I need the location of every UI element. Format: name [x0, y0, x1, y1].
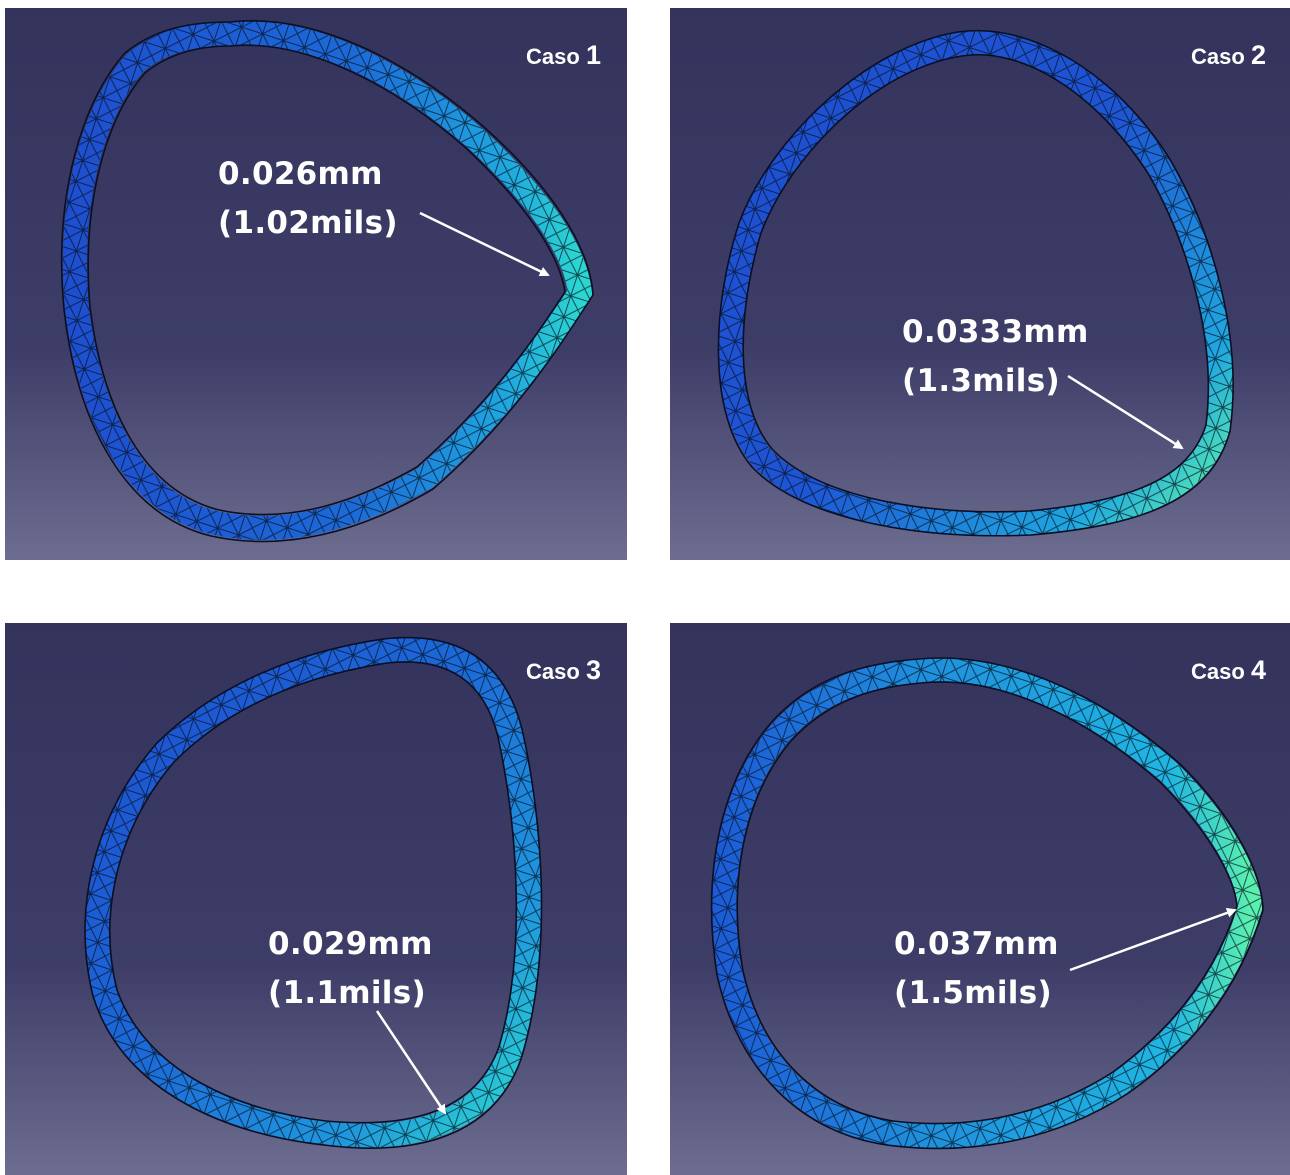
inner-edge — [87, 44, 566, 516]
case-label: Caso 4 — [1191, 655, 1266, 685]
value-mils: (1.1mils) — [268, 975, 426, 1011]
panel-case-4: Caso 4 0.037mm (1.5mils) — [670, 623, 1290, 1175]
inner-edge — [736, 681, 1238, 1125]
panel-case-1: Caso 1 0.026mm (1.02mils) — [5, 8, 627, 560]
max-deformation-label: 0.037mm (1.5mils) — [894, 920, 1059, 1018]
value-mm: 0.026mm — [218, 156, 383, 192]
value-mm: 0.037mm — [894, 926, 1059, 962]
panel-case-3: Caso 3 0.029mm (1.1mils) — [5, 623, 627, 1175]
mesh-elements — [718, 30, 1233, 536]
mesh-elements — [85, 637, 541, 1148]
case-label: Caso 2 — [1191, 40, 1266, 70]
value-mils: (1.3mils) — [902, 363, 1060, 399]
outer-edge — [717, 29, 1234, 537]
value-mils: (1.5mils) — [894, 975, 1052, 1011]
annotation-arrow — [1069, 908, 1237, 972]
annotation-arrow — [375, 1010, 447, 1115]
outer-edge — [84, 636, 543, 1149]
mesh-plot-case-3 — [5, 623, 627, 1175]
max-deformation-label: 0.0333mm (1.3mils) — [902, 308, 1089, 406]
panel-case-2: Caso 2 0.0333mm (1.3mils) — [670, 8, 1290, 560]
annotation-arrow — [419, 211, 550, 277]
mesh-elements — [712, 658, 1263, 1148]
inner-edge — [109, 661, 518, 1124]
value-mm: 0.029mm — [268, 926, 433, 962]
mesh-elements — [63, 21, 593, 540]
outer-edge — [60, 20, 594, 543]
outer-edge — [710, 657, 1264, 1150]
max-deformation-label: 0.026mm (1.02mils) — [218, 150, 398, 248]
case-label: Caso 3 — [526, 655, 601, 685]
max-deformation-label: 0.029mm (1.1mils) — [268, 920, 433, 1018]
inner-edge — [742, 54, 1210, 513]
case-label: Caso 1 — [526, 40, 601, 70]
annotation-arrow — [1067, 374, 1184, 450]
value-mm: 0.0333mm — [902, 314, 1089, 350]
mesh-plot-case-4 — [670, 623, 1290, 1175]
value-mils: (1.02mils) — [218, 205, 398, 241]
mesh-plot-case-2 — [670, 8, 1290, 560]
plot-background — [670, 623, 1290, 1175]
mesh-plot-case-1 — [5, 8, 627, 560]
